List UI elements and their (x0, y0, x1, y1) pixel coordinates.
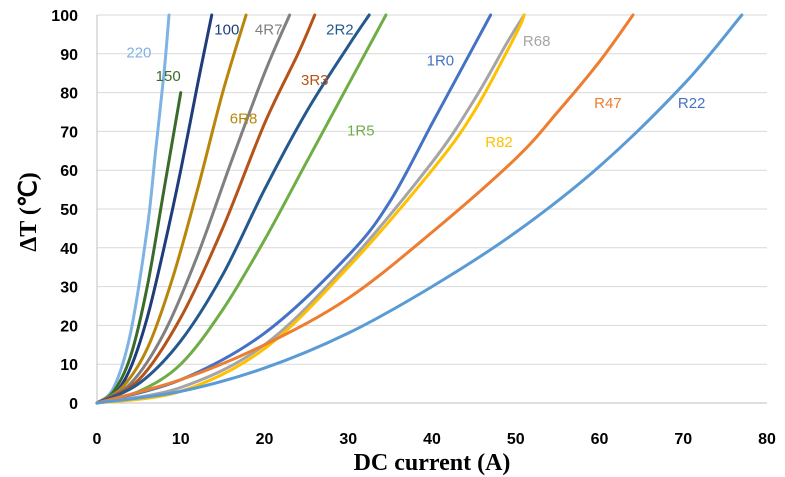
y-tick-label: 30 (60, 280, 78, 297)
y-axis-title: ΔT (℃) (16, 172, 42, 252)
series-line-r68 (95, 13, 526, 405)
tick-labels: 0 10 20 30 40 50 60 70 80 90 100 0 10 20 30 40 50 60 70 80 (51, 8, 776, 448)
x-tick-label: 40 (423, 431, 441, 448)
y-tick-label: 20 (60, 318, 78, 335)
series-label-r22: R22 (678, 95, 706, 112)
y-tick-label: 80 (60, 86, 78, 103)
x-tick-label: 70 (674, 431, 692, 448)
series-line-3r3 (95, 13, 317, 405)
series-label-1r5: 1R5 (347, 122, 375, 139)
grid (96, 14, 767, 404)
series-line-r22 (95, 13, 744, 405)
series-label-150: 150 (156, 68, 181, 85)
series-labels: 220 150 100 4R7 2R2 6R8 3R3 1R5 1R0 R68 R82 R47 R22 (126, 21, 705, 151)
series-label-4r7: 4R7 (255, 21, 283, 38)
x-axis-title: DC current (A) (354, 450, 511, 476)
series-line-2r2 (95, 13, 371, 405)
y-tick-label: 50 (60, 202, 78, 219)
x-tick-label: 60 (591, 431, 609, 448)
y-tick-label: 90 (60, 47, 78, 64)
y-tick-label: 60 (60, 163, 78, 180)
series-line-220 (95, 13, 171, 405)
series-label-r68: R68 (523, 33, 551, 50)
series-line-1r5 (95, 13, 388, 405)
x-tick-label: 0 (93, 431, 102, 448)
series-label-220: 220 (126, 45, 151, 62)
series-label-r47: R47 (594, 95, 622, 112)
series-label-6r8: 6R8 (230, 111, 258, 128)
x-tick-label: 20 (256, 431, 274, 448)
series-label-r82: R82 (485, 134, 513, 151)
y-tick-label: 0 (69, 396, 78, 413)
y-tick-label: 70 (60, 124, 78, 141)
series-line-r47 (95, 13, 635, 405)
series-lines (95, 13, 744, 405)
series-line-150 (95, 91, 183, 405)
series-label-3r3: 3R3 (301, 72, 329, 89)
series-label-1r0: 1R0 (427, 52, 455, 69)
y-tick-label: 10 (60, 357, 78, 374)
series-line-4r7 (95, 13, 292, 405)
x-tick-label: 80 (758, 431, 776, 448)
x-tick-label: 50 (507, 431, 525, 448)
y-tick-label: 100 (51, 8, 78, 25)
y-tick-label: 40 (60, 241, 78, 258)
series-line-6r8 (95, 13, 248, 405)
series-label-2r2: 2R2 (326, 21, 354, 38)
x-tick-label: 10 (172, 431, 190, 448)
x-tick-label: 30 (339, 431, 357, 448)
series-label-100: 100 (214, 21, 239, 38)
